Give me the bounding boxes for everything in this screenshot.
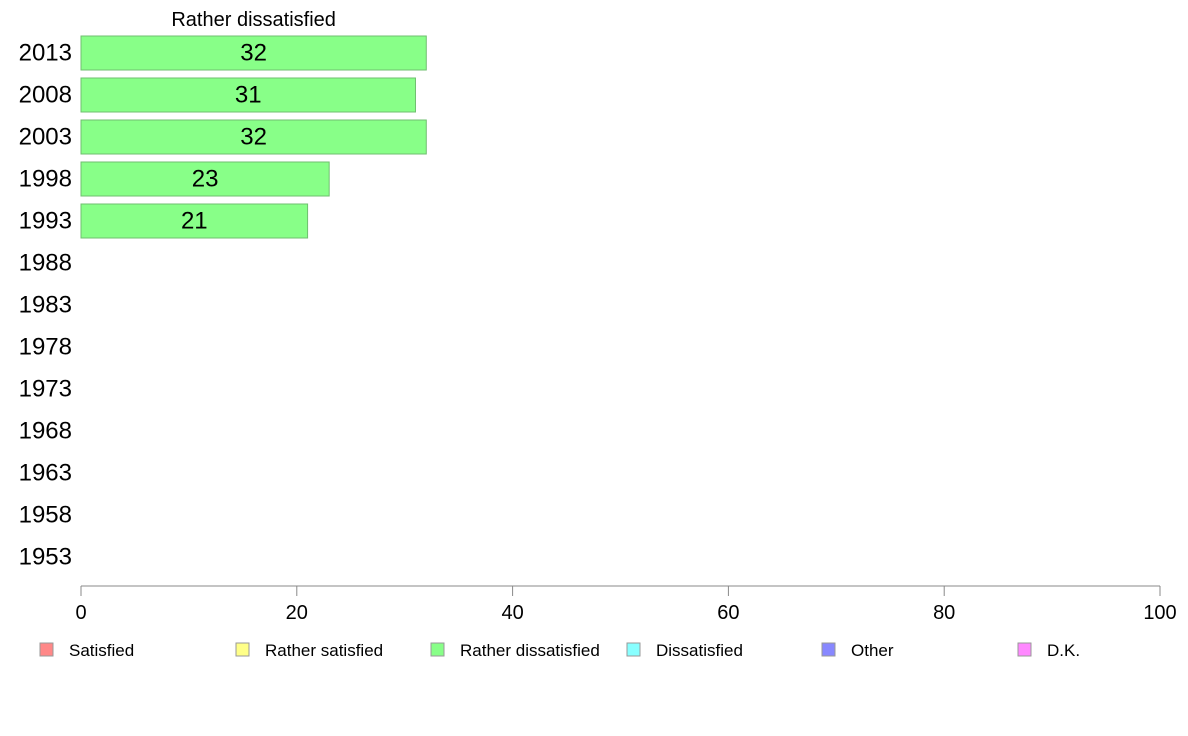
x-tick-label: 60 bbox=[717, 602, 739, 624]
bar bbox=[80, 161, 330, 197]
data-label: 31 bbox=[235, 82, 262, 109]
legend: Satisfied Rather satisfied Rather dissatis… bbox=[39, 641, 1080, 660]
x-tick-label: 0 bbox=[75, 602, 86, 624]
legend-swatch bbox=[1017, 642, 1032, 657]
legend-label: D.K. bbox=[1047, 641, 1080, 660]
y-tick-label: 2013 bbox=[19, 40, 72, 67]
x-tick-label: 80 bbox=[933, 602, 955, 624]
y-tick-label: 1953 bbox=[19, 544, 72, 571]
legend-swatch bbox=[430, 642, 445, 657]
legend-swatch bbox=[235, 642, 250, 657]
data-label: 23 bbox=[192, 166, 219, 193]
y-tick-label: 1963 bbox=[19, 460, 72, 487]
x-tick-label: 40 bbox=[501, 602, 523, 624]
y-tick-label: 1988 bbox=[19, 250, 72, 277]
legend-label: Rather satisfied bbox=[265, 641, 383, 660]
legend-label: Satisfied bbox=[69, 641, 134, 660]
x-axis: 0 20 40 60 80 100 bbox=[75, 585, 1177, 624]
legend-label: Dissatisfied bbox=[656, 641, 743, 660]
data-label: 32 bbox=[240, 124, 267, 151]
bar bbox=[80, 119, 427, 155]
legend-swatch bbox=[821, 642, 836, 657]
y-tick-label: 2008 bbox=[19, 82, 72, 109]
data-label: 21 bbox=[181, 208, 208, 235]
legend-swatch bbox=[39, 642, 54, 657]
bar bbox=[80, 35, 427, 71]
bar bbox=[80, 203, 309, 239]
x-tick-label: 20 bbox=[286, 602, 308, 624]
y-tick-label: 1998 bbox=[19, 166, 72, 193]
data-label: 32 bbox=[240, 40, 267, 67]
data-labels: 32 31 32 23 21 bbox=[181, 40, 267, 235]
y-tick-label: 1958 bbox=[19, 502, 72, 529]
x-tick-label: 100 bbox=[1143, 602, 1176, 624]
y-tick-label: 1973 bbox=[19, 376, 72, 403]
legend-label: Rather dissatisfied bbox=[460, 641, 600, 660]
y-tick-label: 1983 bbox=[19, 292, 72, 319]
bars bbox=[80, 35, 427, 239]
legend-label: Other bbox=[851, 641, 894, 660]
y-axis-ticks: 2013 2008 2003 1998 1993 1988 1983 1978 1973 1968… bbox=[19, 40, 72, 571]
bar bbox=[80, 77, 416, 113]
y-tick-label: 1978 bbox=[19, 334, 72, 361]
y-tick-label: 1993 bbox=[19, 208, 72, 235]
y-tick-label: 1968 bbox=[19, 418, 72, 445]
y-tick-label: 2003 bbox=[19, 124, 72, 151]
legend-swatch bbox=[626, 642, 641, 657]
chart-title: Rather dissatisfied bbox=[171, 9, 336, 31]
